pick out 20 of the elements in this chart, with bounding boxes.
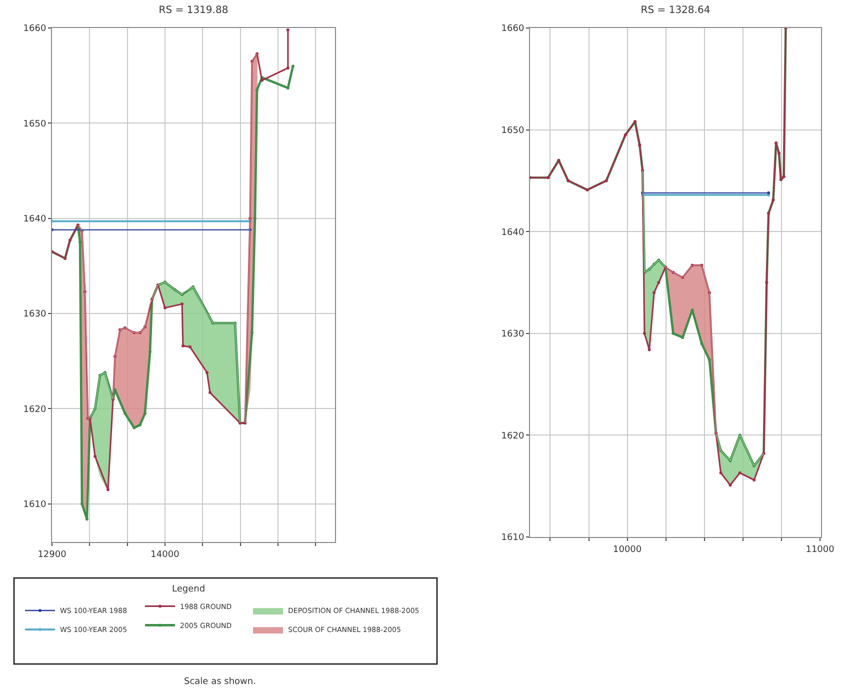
x-tick-label: 14000 <box>150 550 180 560</box>
x-tick-label: 11000 <box>806 544 835 555</box>
legend-title: Legend <box>172 584 206 595</box>
text: Scale as shown. <box>184 677 256 687</box>
y-tick-label: 1630 <box>23 310 46 320</box>
chart-title: RS = 1328.64 <box>640 5 710 16</box>
y-tick-label: 1620 <box>23 404 46 415</box>
y-tick-label: 1620 <box>501 431 524 442</box>
y-tick-label: 1660 <box>501 24 524 34</box>
x-tick-label: 12900 <box>38 550 67 560</box>
y-tick-label: 1610 <box>501 533 524 544</box>
x-tick-label: 10000 <box>613 544 642 555</box>
y-tick-label: 1610 <box>23 500 46 510</box>
y-tick-label: 1640 <box>501 228 524 238</box>
y-tick-label: 1650 <box>23 119 46 130</box>
chart-title: RS = 1319.88 <box>158 5 228 16</box>
y-tick-label: 1630 <box>501 330 524 340</box>
y-tick-label: 1650 <box>501 126 524 136</box>
y-tick-label: 1660 <box>23 24 46 34</box>
y-tick-label: 1640 <box>23 214 46 225</box>
